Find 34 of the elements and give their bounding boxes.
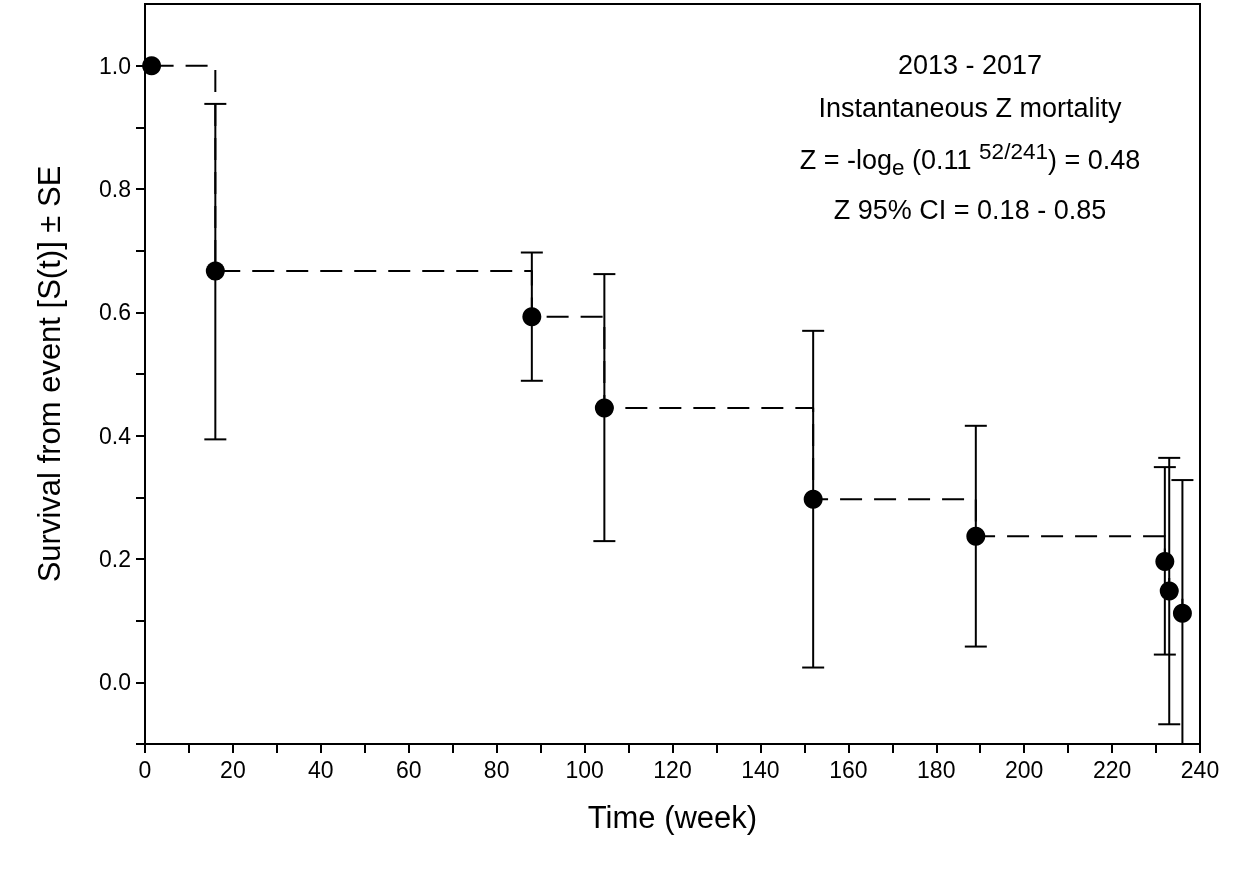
point [522, 307, 542, 327]
y-tick-label: 1.0 [99, 52, 131, 79]
x-tick-label: 80 [483, 756, 510, 783]
y-tick-label: 0.4 [99, 422, 132, 449]
point [142, 56, 162, 76]
annotation: Z 95% CI = 0.18 - 0.85 [832, 194, 1108, 228]
point [803, 489, 823, 509]
point [1159, 581, 1179, 601]
x-tick-label: 40 [308, 756, 334, 783]
y-axis-title: Survival from event [S(t)] ± SE [32, 165, 67, 583]
y-tick-label: 0.2 [99, 546, 131, 572]
x-tick-label: 200 [1004, 756, 1044, 783]
point [1155, 551, 1175, 571]
x-axis-title: Time (week) [587, 800, 758, 835]
x-tick-label: 240 [1180, 756, 1220, 783]
annotation: Z = -log$_{e}$ (0.11 $^{52/241}$) = 0.48 [798, 138, 1142, 183]
x-tick-label: 180 [917, 756, 956, 783]
y-tick-label: 0.6 [99, 299, 131, 326]
annotation: 2013 - 2017 [896, 49, 1044, 82]
point [205, 261, 225, 281]
x-tick-label: 20 [220, 756, 246, 783]
x-tick-label: 100 [565, 756, 604, 783]
y-tick-label: 0.8 [99, 176, 131, 202]
x-tick-label: 140 [741, 756, 780, 783]
x-tick-label: 160 [829, 756, 868, 783]
x-tick-label: 120 [653, 756, 692, 783]
point [594, 398, 614, 418]
point [966, 526, 986, 546]
annotation: Instantaneous Z mortality [817, 92, 1123, 125]
x-tick-label: 220 [1092, 756, 1132, 783]
x-tick-label: 60 [395, 756, 422, 783]
point [1172, 603, 1192, 623]
x-tick-label: 0 [138, 756, 152, 783]
y-tick-label: 0.0 [99, 669, 131, 696]
